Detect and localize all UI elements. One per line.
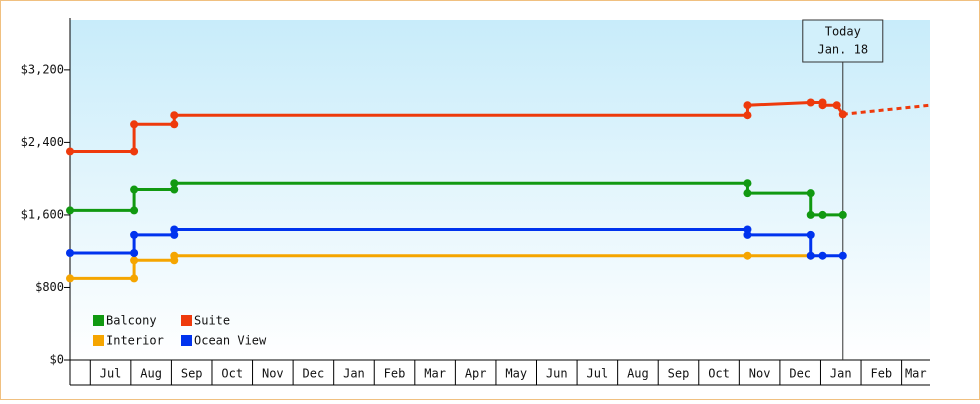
y-tick-label: $0 [50,353,64,367]
today-label: Today [825,25,861,39]
legend-label: Balcony [106,314,157,328]
data-point [130,230,139,239]
x-tick-label: Jun [546,367,568,381]
data-point [66,206,74,215]
x-tick-label: Mar [424,367,446,381]
data-point [806,251,815,260]
data-point [130,249,139,258]
legend-swatch [181,335,192,346]
x-tick-label: May [505,367,527,381]
x-tick-label: Sep [181,367,203,381]
data-point [130,274,139,283]
y-tick-label: $1,600 [21,207,64,221]
x-tick-label: Mar [905,367,927,381]
x-tick-label: Nov [749,367,771,381]
data-point [806,230,815,239]
data-point [170,120,179,129]
data-point [838,210,847,219]
legend-label: Suite [194,314,230,328]
data-point [838,251,847,260]
data-point [743,179,752,188]
today-box [802,19,884,63]
x-tick-label: Jan [830,367,852,381]
y-tick-label: $3,200 [21,62,64,76]
data-point [743,111,752,120]
data-point [818,101,827,110]
data-point [838,110,847,119]
x-tick-label: Feb [870,367,892,381]
x-tick-label: Sep [668,367,690,381]
y-tick-label: $800 [35,280,64,294]
data-point [743,230,752,239]
y-tick-label: $2,400 [21,135,64,149]
data-point [806,189,815,198]
x-tick-label: Aug [627,367,649,381]
data-point [130,206,139,215]
x-tick-label: Dec [789,367,811,381]
data-point [170,185,179,194]
data-point [806,98,815,107]
data-point [170,111,179,120]
data-point [130,147,139,156]
data-point [170,225,179,234]
data-point [818,210,827,219]
legend-swatch [93,315,104,326]
data-point [806,210,815,219]
today-date: Jan. 18 [817,43,868,57]
x-tick-label: Jul [100,367,122,381]
data-point [130,256,139,265]
x-tick-label: Oct [708,367,730,381]
data-point [743,251,752,260]
x-tick-label: Apr [465,367,487,381]
x-tick-label: Oct [221,367,243,381]
data-point [743,101,752,110]
x-tick-label: Nov [262,367,284,381]
legend-swatch [93,335,104,346]
data-point [66,274,74,283]
projection-line [842,103,931,116]
legend-label: Ocean View [194,334,267,348]
data-point [170,179,179,188]
legend-swatch [181,315,192,326]
data-point [832,101,841,110]
data-point [743,189,752,198]
plot-area [70,20,930,360]
x-tick-label: Aug [140,367,162,381]
data-point [818,251,827,260]
data-point [170,251,179,260]
x-tick-label: Dec [303,367,325,381]
data-point [130,120,139,129]
legend-label: Interior [106,334,164,348]
x-tick-label: Jan [343,367,365,381]
x-tick-label: Jul [587,367,609,381]
data-point [66,147,74,156]
data-point [66,249,74,258]
x-tick-label: Feb [384,367,406,381]
data-point [130,185,139,194]
